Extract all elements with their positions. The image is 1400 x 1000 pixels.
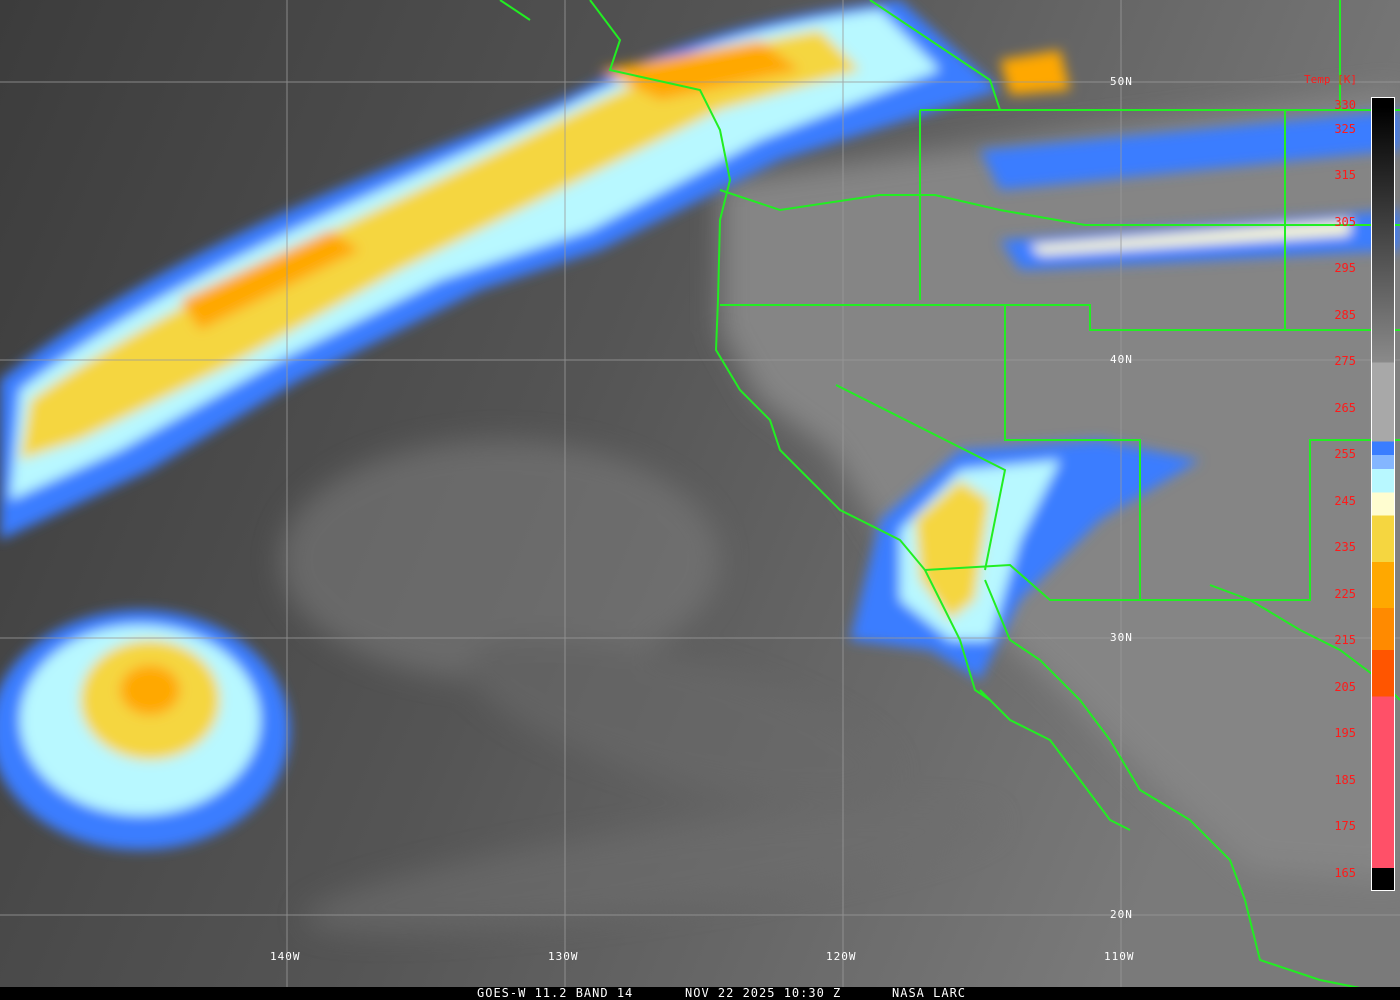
colorbar-tick-label: 195: [1334, 726, 1356, 741]
lon-label-130w: 130W: [548, 950, 579, 963]
colorbar-tick-label: 205: [1334, 679, 1356, 694]
colorbar-tick-label: 295: [1334, 261, 1356, 276]
caption-bar: GOES-W 11.2 BAND 14 NOV 22 2025 10:30 Z …: [0, 987, 1400, 1000]
colorbar-tick-label: 245: [1334, 493, 1356, 508]
lon-label-120w: 120W: [826, 950, 857, 963]
lat-label-20n: 20N: [1110, 908, 1133, 921]
colorbar-tick-label: 255: [1334, 447, 1356, 462]
colorbar-tick-label: 165: [1334, 865, 1356, 880]
colorbar-tick-label: 185: [1334, 772, 1356, 787]
colorbar-tick-label: 275: [1334, 354, 1356, 369]
colorbar-tick-label: 265: [1334, 400, 1356, 415]
colorbar-tick-label: 315: [1334, 168, 1356, 183]
ocean-clouds: [280, 440, 997, 933]
colorbar-title: Temp [K]: [1304, 73, 1357, 86]
cloud-system-pacific: [0, 610, 290, 850]
lat-label-30n: 30N: [1110, 631, 1133, 644]
colorbar-tick-label: 175: [1334, 819, 1356, 834]
caption-source: NASA LARC: [892, 986, 967, 1000]
caption-satellite: GOES-W 11.2 BAND 14: [477, 986, 634, 1000]
colorbar-tick-label: 330: [1334, 98, 1356, 113]
cloud-system-southwest: [850, 440, 1200, 680]
lon-label-110w: 110W: [1104, 950, 1135, 963]
colorbar-tick-label: 235: [1334, 540, 1356, 555]
cloud-band-front: [0, 0, 1000, 540]
colorbar: [1371, 97, 1395, 891]
lon-label-140w: 140W: [270, 950, 301, 963]
colorbar-tick-label: 225: [1334, 586, 1356, 601]
lat-label-40n: 40N: [1110, 353, 1133, 366]
colorbar-tick-label: 305: [1334, 214, 1356, 229]
political-borders: [499, 0, 1400, 991]
lat-label-50n: 50N: [1110, 75, 1133, 88]
caption-datetime: NOV 22 2025 10:30 Z: [685, 986, 842, 1000]
colorbar-tick-label: 285: [1334, 307, 1356, 322]
colorbar-tick-label: 325: [1334, 121, 1356, 136]
colorbar-tick-label: 215: [1334, 633, 1356, 648]
